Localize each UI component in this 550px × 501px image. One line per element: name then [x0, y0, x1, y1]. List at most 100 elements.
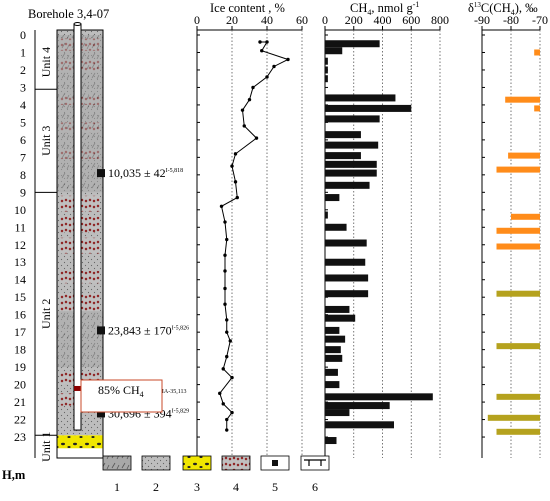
ch4-panel-title: CH4, nmol g-1 — [350, 0, 419, 17]
ch4-title-main: CH — [350, 1, 367, 15]
legend-swatch — [221, 455, 251, 471]
legend-swatch — [102, 455, 132, 471]
callout-text: 85% CH4 — [98, 383, 144, 399]
depth-tick-label: 19 — [14, 360, 26, 374]
depth-tick-label: 2 — [20, 63, 26, 77]
ch4-bar — [325, 326, 340, 334]
x-tick-label: 200 — [345, 13, 363, 27]
ch4-bar — [325, 346, 341, 354]
legend-swatch — [300, 455, 330, 471]
x-tick-label: -70 — [532, 13, 548, 27]
depth-tick-label: 22 — [14, 413, 26, 427]
date-lab-code: I-5,826 — [172, 325, 190, 331]
depth-tick-label: 6 — [20, 133, 26, 147]
ice-content-point — [230, 375, 234, 380]
ch4-bar — [325, 223, 347, 231]
ice-content-point — [233, 152, 238, 156]
legend-label: 4 — [233, 480, 239, 494]
ice-content-point — [225, 354, 229, 359]
d13c-bar — [487, 414, 540, 421]
d13c-bar — [496, 227, 540, 234]
x-tick-label: 20 — [226, 13, 238, 27]
depth-tick-label: 15 — [14, 290, 26, 304]
ch4-bar — [325, 335, 346, 343]
borehole-title: Borehole 3,4-07 — [28, 7, 109, 21]
depth-tick-label: 21 — [14, 395, 26, 409]
callout-line1: 85% CH — [98, 383, 140, 397]
d13c-title-delta: δ — [468, 1, 474, 15]
depth-tick-label: 17 — [14, 325, 26, 339]
depth-tick-label: 4 — [20, 98, 26, 112]
depth-tick-label: 23 — [14, 430, 26, 444]
ice-content-point — [223, 220, 227, 224]
methane-callout: 85% CH4 — [80, 379, 163, 413]
ch4-bar — [325, 152, 361, 160]
ch4-bar — [325, 66, 328, 74]
depth-tick-label: 3 — [20, 80, 26, 94]
d13c-panel: δ13C(CH4), ‰-90 -80 -70 — [468, 1, 548, 458]
ice-content-point — [265, 75, 269, 79]
ice-content-point — [258, 40, 262, 44]
depth-tick-label: 9 — [20, 185, 26, 199]
ch4-bar — [325, 94, 396, 102]
ch4-bar — [325, 181, 370, 189]
legend-swatch — [141, 455, 171, 471]
ch4-bar — [325, 211, 328, 219]
date-sample-square — [97, 409, 105, 418]
unit-label: Unit 1 — [39, 431, 53, 461]
ch4-bar — [325, 141, 379, 149]
date-sample-square — [97, 326, 105, 335]
ice-content-point — [225, 330, 229, 334]
date-lab-code: KIA-35,113 — [158, 389, 187, 395]
ice-content-point — [251, 85, 255, 90]
unit-labels: Unit 4 Unit 3 Unit 2 Unit 1 — [39, 47, 53, 462]
date-value: 10,035 ± 42 — [108, 166, 166, 180]
ice-panel-title: Ice content , % — [210, 1, 285, 15]
depth-tick-label: 18 — [14, 343, 26, 357]
ice-content-point — [254, 136, 259, 140]
depth-tick-label: 16 — [14, 308, 26, 322]
ice-content-point — [230, 410, 234, 415]
ice-content-point — [228, 339, 232, 343]
depth-tick-label: 20 — [14, 378, 26, 392]
ice-content-point — [235, 195, 239, 200]
callout-box — [80, 379, 163, 413]
depth-axis-label: H,m — [2, 468, 26, 482]
d13c-bar — [496, 290, 540, 297]
ice-content-point — [265, 40, 269, 44]
ice-content-point — [221, 402, 225, 406]
d13c-bar — [505, 96, 540, 103]
ch4-bar — [325, 409, 350, 417]
ch4-bar — [325, 290, 369, 298]
depth-tick-label: 11 — [14, 220, 26, 234]
ch4-bar — [325, 47, 343, 55]
ice-content-point — [219, 204, 224, 209]
ch4-bar — [325, 160, 377, 168]
d13c-bar — [508, 152, 540, 159]
ch4-bar — [325, 131, 361, 139]
ch4-bar — [325, 402, 390, 410]
date-lab-code: I-5,829 — [172, 408, 190, 414]
ch4-bar — [325, 354, 343, 362]
sample-marker — [74, 385, 81, 391]
d13c-bar — [496, 343, 540, 350]
x-tick-label: 40 — [261, 13, 273, 27]
ice-content-point — [221, 367, 225, 371]
depth-tick-label: 5 — [20, 115, 26, 129]
legend-label: 3 — [194, 480, 200, 494]
d13c-bar — [496, 166, 540, 173]
depth-tick-label: 7 — [20, 150, 26, 164]
ch4-bar — [325, 40, 380, 48]
ice-content-point — [225, 417, 229, 422]
depth-tick-label: 13 — [14, 255, 26, 269]
ch4-bar — [325, 368, 338, 376]
sediment-fill-sand — [57, 435, 103, 449]
x-tick-label: -90 — [474, 13, 490, 27]
depth-tick-label: 10 — [14, 203, 26, 217]
ice-content-point — [272, 64, 276, 69]
ice-content-point — [223, 269, 227, 273]
unit-label: Unit 2 — [39, 299, 53, 329]
x-tick-label: 600 — [402, 13, 420, 27]
ice-content-point — [223, 302, 227, 306]
ice-content-point — [242, 124, 246, 128]
